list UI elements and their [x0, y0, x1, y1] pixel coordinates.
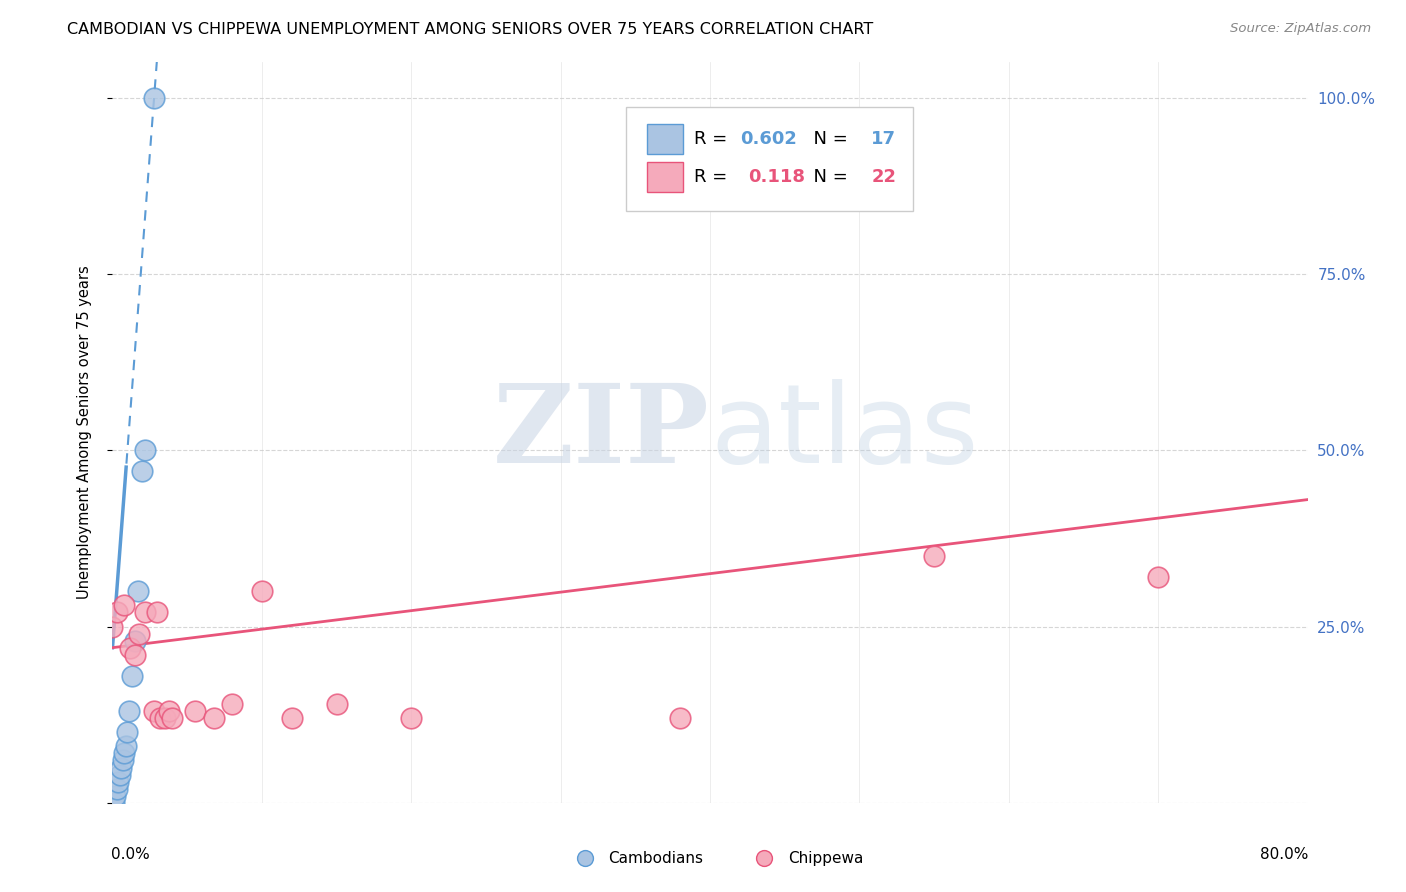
- Point: [114, 599, 135, 613]
- Text: Cambodians: Cambodians: [609, 851, 703, 866]
- Point: [115, 739, 138, 754]
- Point: [101, 619, 124, 633]
- FancyBboxPatch shape: [647, 124, 682, 153]
- Point: [105, 606, 128, 620]
- Point: [153, 711, 176, 725]
- Text: atlas: atlas: [710, 379, 979, 486]
- Text: ZIP: ZIP: [494, 379, 710, 486]
- Point: [221, 697, 243, 711]
- Point: [120, 640, 142, 655]
- Text: Source: ZipAtlas.com: Source: ZipAtlas.com: [1230, 22, 1371, 36]
- Point: [202, 711, 225, 725]
- Point: [281, 711, 304, 725]
- Point: [103, 796, 125, 810]
- Text: 0.118: 0.118: [748, 169, 806, 186]
- Point: [1147, 570, 1170, 584]
- Point: [105, 781, 128, 796]
- Point: [922, 549, 945, 563]
- Text: CAMBODIAN VS CHIPPEWA UNEMPLOYMENT AMONG SENIORS OVER 75 YEARS CORRELATION CHART: CAMBODIAN VS CHIPPEWA UNEMPLOYMENT AMONG…: [67, 22, 873, 37]
- Text: N =: N =: [801, 129, 853, 148]
- Point: [250, 584, 273, 599]
- Text: R =: R =: [695, 129, 734, 148]
- Point: [143, 704, 166, 718]
- FancyBboxPatch shape: [627, 107, 914, 211]
- Point: [121, 669, 143, 683]
- Point: [325, 697, 347, 711]
- Point: [127, 584, 149, 599]
- Point: [108, 767, 131, 781]
- Point: [117, 725, 139, 739]
- Text: Chippewa: Chippewa: [787, 851, 863, 866]
- Point: [134, 606, 156, 620]
- Point: [118, 704, 141, 718]
- Point: [915, 848, 938, 863]
- Point: [107, 774, 129, 789]
- FancyBboxPatch shape: [647, 162, 682, 192]
- Point: [104, 789, 127, 803]
- Point: [111, 754, 134, 768]
- Point: [114, 747, 135, 761]
- Point: [143, 91, 166, 105]
- Point: [669, 711, 692, 725]
- Point: [124, 648, 146, 662]
- Point: [401, 711, 423, 725]
- Y-axis label: Unemployment Among Seniors over 75 years: Unemployment Among Seniors over 75 years: [77, 266, 91, 599]
- Point: [110, 760, 132, 774]
- Text: 22: 22: [872, 169, 897, 186]
- Point: [692, 848, 714, 863]
- Point: [157, 704, 180, 718]
- Point: [149, 711, 172, 725]
- Point: [134, 443, 156, 458]
- Point: [162, 711, 183, 725]
- Text: 80.0%: 80.0%: [1260, 847, 1309, 863]
- Point: [128, 626, 150, 640]
- Text: 0.602: 0.602: [740, 129, 797, 148]
- Text: 0.0%: 0.0%: [111, 847, 150, 863]
- Point: [124, 633, 146, 648]
- Point: [183, 704, 205, 718]
- Point: [131, 464, 153, 478]
- Text: 17: 17: [872, 129, 897, 148]
- Text: N =: N =: [801, 169, 853, 186]
- Text: R =: R =: [695, 169, 740, 186]
- Point: [146, 606, 169, 620]
